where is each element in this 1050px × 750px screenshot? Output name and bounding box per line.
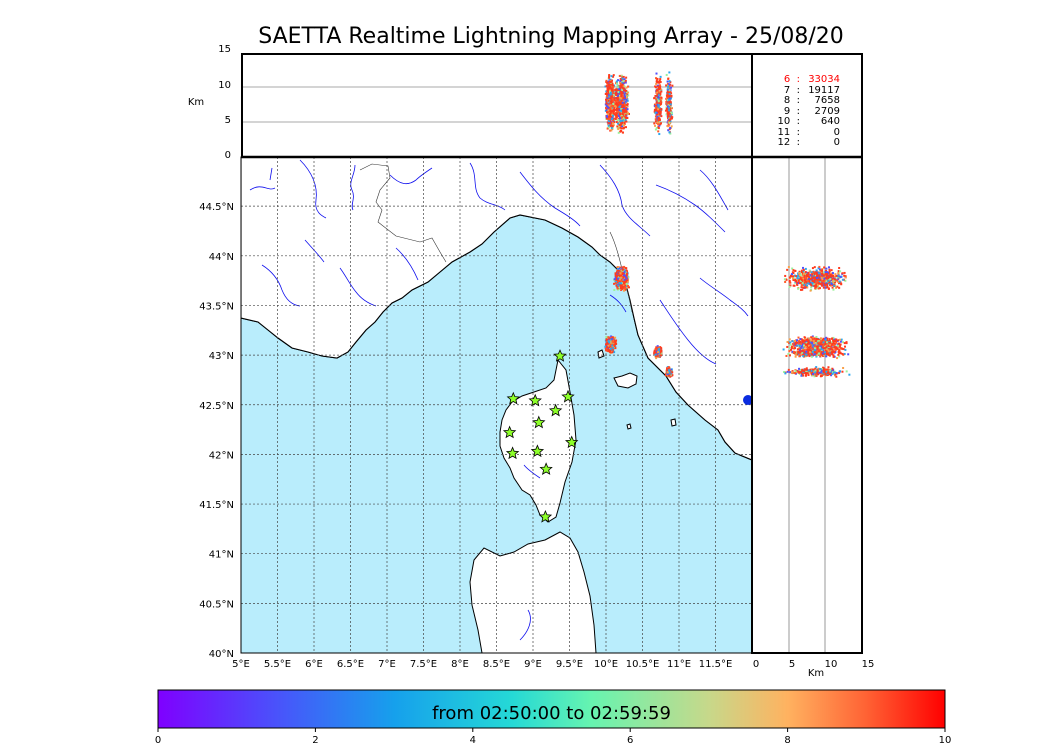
count-level: 6 : — [783, 74, 800, 85]
top-panel-ytick-labels: 15 10 5 0 — [218, 44, 231, 161]
count-row: 10 : 640 — [760, 116, 840, 128]
pianosa-island — [626, 423, 632, 430]
station-star — [506, 391, 520, 405]
right-panel-xlabel: Km — [808, 668, 824, 679]
station-star — [548, 403, 563, 417]
count-row: 12 : 0 — [760, 137, 840, 149]
lon-tick-label: 11°E — [667, 659, 691, 670]
station-star — [532, 415, 546, 429]
count-value: 640 — [820, 116, 840, 127]
lightning-sources-altitude-lat — [782, 265, 851, 378]
lon-tick-label: 9.5°E — [556, 659, 583, 670]
altitude-vs-latitude-panel — [751, 156, 863, 654]
colorbar-tick-labels: 0 2 4 6 8 10 — [155, 728, 952, 746]
lat-tick-label: 43°N — [209, 351, 234, 362]
top-ytick-label: 0 — [225, 150, 231, 161]
lon-tick-label: 10.5°E — [626, 659, 660, 670]
count-level: 8 : — [783, 95, 800, 106]
top-ytick-label: 15 — [218, 44, 231, 55]
count-row: 11 : 0 — [760, 126, 840, 139]
count-row: 7 : 19117 — [760, 84, 840, 97]
lightning-sources-map — [604, 265, 674, 378]
station-star — [553, 349, 567, 362]
lon-tick-label: 7.5°E — [410, 659, 437, 670]
count-row: 6 : 33034 — [760, 74, 840, 86]
colorbar-tick-label: 10 — [939, 735, 952, 746]
lat-tick-label: 40°N — [209, 649, 234, 660]
elba-island — [613, 372, 638, 389]
station-star — [528, 393, 542, 407]
lat-tick-label: 40.5°N — [199, 599, 234, 610]
station-star — [505, 446, 520, 460]
count-value: 7658 — [814, 95, 840, 106]
colorbar — [157, 689, 946, 729]
top-ytick-label: 5 — [225, 115, 231, 126]
count-level: 10 : — [777, 116, 800, 127]
count-value: 19117 — [808, 84, 840, 96]
giglio-island — [670, 418, 677, 427]
source-count-table: 6 :33034 7 :19117 8 :7658 9 :2709 10 :640 11 … — [760, 74, 840, 149]
lon-tick-label: 10°E — [594, 659, 618, 670]
count-level: 7 : — [783, 84, 800, 96]
colorbar-tick-label: 6 — [627, 735, 633, 746]
lightning-sources-altitude-lon — [604, 71, 674, 136]
count-level: 11 : — [777, 126, 800, 138]
right-panel-frame — [751, 156, 863, 654]
colorbar-tick-label: 2 — [312, 735, 318, 746]
right-xtick-label: 10 — [825, 659, 838, 670]
station-star — [539, 462, 553, 475]
colorbar-tick-label: 4 — [470, 735, 476, 746]
right-panel-xtick-labels: 0 5 10 15 — [753, 659, 875, 670]
colorbar-tick-label: 0 — [155, 735, 161, 746]
lon-tick-label: 8.5°E — [483, 659, 510, 670]
station-star — [530, 444, 545, 458]
count-row: 8 : 7658 — [760, 95, 840, 107]
lon-tick-label: 5.5°E — [264, 659, 291, 670]
map-panel — [241, 157, 752, 653]
sardinia-island — [469, 531, 597, 653]
lat-tick-label: 44.5°N — [199, 202, 234, 213]
lon-tick-label: 8°E — [451, 659, 469, 670]
lon-tick-label: 11.5°E — [699, 659, 733, 670]
lat-lon-grid — [241, 157, 752, 653]
count-row: 9 : 2709 — [760, 105, 840, 118]
altitude-vs-longitude-panel — [241, 53, 863, 158]
lat-tick-label: 43.5°N — [199, 301, 234, 312]
chart-title: SAETTA Realtime Lightning Mapping Array … — [258, 24, 844, 49]
station-star — [565, 435, 579, 449]
lon-tick-label: 9°E — [524, 659, 542, 670]
rivers — [249, 159, 749, 641]
count-level: 9 : — [783, 105, 800, 117]
lat-tick-label: 44°N — [209, 252, 234, 263]
lat-tick-label: 42°N — [209, 450, 234, 461]
edge-marker-dot — [743, 395, 752, 405]
right-xtick-label: 15 — [862, 659, 875, 670]
lma-stations — [502, 349, 579, 523]
count-value: 0 — [833, 137, 840, 148]
right-xtick-label: 5 — [789, 659, 795, 670]
count-level: 12 : — [777, 137, 800, 148]
top-panel-ylabel: Km — [188, 97, 204, 108]
capraia-island — [597, 349, 605, 359]
station-star — [538, 509, 553, 523]
lat-tick-label: 42.5°N — [199, 401, 234, 412]
latitude-tick-labels: 44.5°N 44°N 43.5°N 43°N 42.5°N 42°N 41.5°N 41°N… — [199, 202, 234, 660]
station-star — [561, 389, 575, 403]
station-star — [502, 425, 517, 439]
count-value: 2709 — [814, 105, 840, 117]
colorbar-tick-label: 8 — [784, 735, 790, 746]
right-xtick-label: 0 — [753, 659, 759, 670]
colorbar-label: from 02:50:00 to 02:59:59 — [432, 703, 671, 724]
top-ytick-label: 10 — [218, 80, 231, 91]
longitude-tick-labels: 5°E 5.5°E 6°E 6.5°E 7°E 7.5°E 8°E 8.5°E 9°E 9.5°E… — [232, 659, 732, 670]
count-value: 33034 — [808, 74, 840, 85]
lat-tick-label: 41°N — [209, 550, 234, 561]
lon-tick-label: 5°E — [232, 659, 250, 670]
lon-tick-label: 6°E — [305, 659, 323, 670]
lon-tick-label: 7°E — [378, 659, 396, 670]
lon-tick-label: 6.5°E — [337, 659, 364, 670]
lat-tick-label: 41.5°N — [199, 500, 234, 511]
count-value: 0 — [833, 126, 840, 138]
